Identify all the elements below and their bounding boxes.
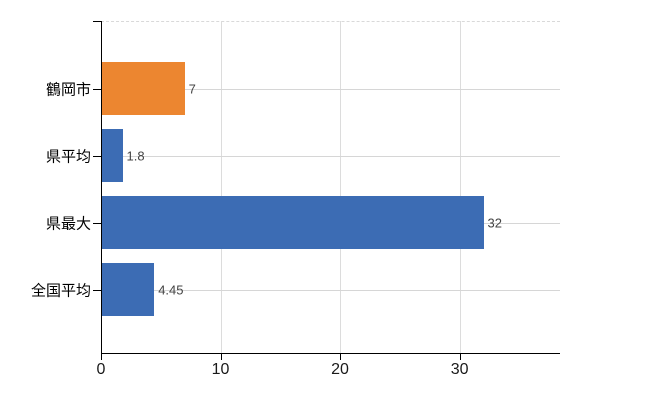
gridline-category: [101, 155, 560, 157]
x-tick: [220, 353, 222, 360]
value-label: 4.45: [158, 282, 184, 297]
y-tick: [93, 289, 101, 291]
gridline-x-30: [459, 21, 461, 353]
category-label: 鶴岡市: [45, 81, 91, 98]
y-axis-top-tick: [93, 21, 101, 22]
value-label: 7: [188, 81, 196, 96]
gridline-x-20: [340, 21, 342, 353]
gridline-top: [101, 21, 560, 22]
x-tick-label: 30: [450, 361, 469, 378]
bar: [101, 196, 484, 249]
gridline-category: [101, 88, 560, 90]
category-label: 県最大: [45, 215, 91, 232]
category-label: 県平均: [45, 148, 91, 165]
x-tick-label: 10: [211, 361, 230, 378]
x-tick: [459, 353, 461, 360]
value-label: 1.8: [126, 148, 145, 163]
x-tick: [340, 353, 342, 360]
x-tick-label: 20: [331, 361, 349, 378]
y-tick: [93, 155, 101, 157]
bar: [101, 263, 155, 316]
bar: [101, 62, 185, 115]
gridline-x-10: [220, 21, 222, 353]
bar: [101, 129, 123, 182]
gridline-category: [101, 289, 560, 291]
category-label: 全国平均: [30, 282, 91, 299]
x-tick: [101, 353, 102, 360]
value-label: 32: [487, 215, 502, 230]
y-axis: [101, 21, 102, 353]
x-axis: [101, 353, 560, 354]
y-tick: [93, 88, 101, 90]
y-tick: [93, 222, 101, 224]
x-tick-label: 0: [96, 361, 106, 378]
